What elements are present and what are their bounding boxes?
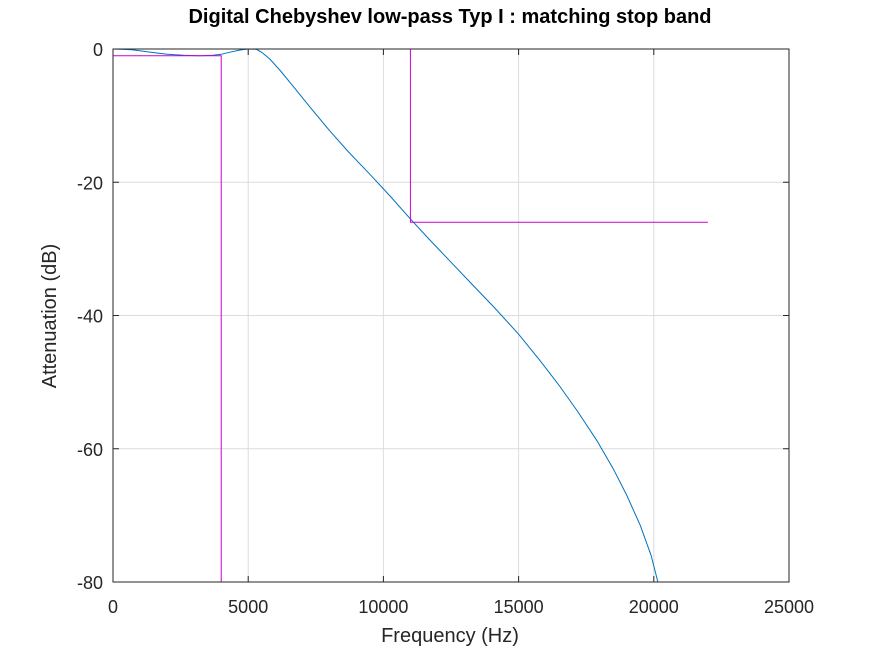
x-tick-label: 5000 <box>228 597 268 617</box>
x-tick-label: 10000 <box>358 597 408 617</box>
chart-title: Digital Chebyshev low-pass Typ I : match… <box>188 6 711 28</box>
y-axis-label: Attenuation (dB) <box>39 244 61 389</box>
x-tick-label: 0 <box>108 597 118 617</box>
y-tick-label: -60 <box>77 440 103 460</box>
x-tick-label: 25000 <box>764 597 814 617</box>
spec-line-2 <box>113 55 222 582</box>
grid-layer <box>113 49 789 582</box>
spec-line-3 <box>409 49 708 223</box>
y-tick-label: 0 <box>93 40 103 60</box>
y-tick-label: -20 <box>77 173 103 193</box>
x-tick-label: 15000 <box>494 597 544 617</box>
x-tick-label: 20000 <box>629 597 679 617</box>
y-tick-label: -40 <box>77 307 103 327</box>
ticks-layer: 0 5000 10000 15000 20000 25000 0 -20 -40 -60 -80 <box>77 40 814 617</box>
x-axis-label: Frequency (Hz) <box>381 625 519 647</box>
y-tick-label: -80 <box>77 573 103 593</box>
